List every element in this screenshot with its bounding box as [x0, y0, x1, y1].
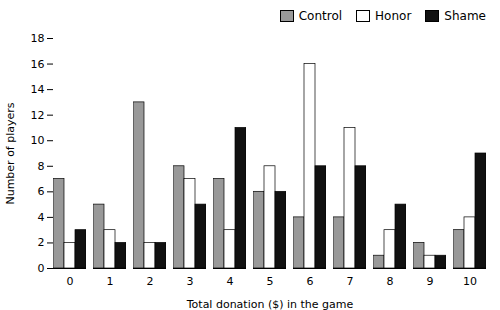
html-text:Honor: Honor: [375, 9, 412, 23]
svg-text:2: 2: [38, 236, 45, 249]
svg-text:8: 8: [387, 275, 394, 288]
svg-text:18: 18: [31, 32, 45, 45]
svg-text:16: 16: [31, 58, 45, 71]
svg-text:1: 1: [107, 275, 114, 288]
svg-text:14: 14: [31, 83, 45, 96]
svg-text:4: 4: [38, 211, 45, 224]
svg-text:5: 5: [267, 275, 274, 288]
svg-text:2: 2: [147, 275, 154, 288]
svg-text:7: 7: [347, 275, 354, 288]
svg-text:9: 9: [427, 275, 434, 288]
svg-text:10: 10: [463, 275, 477, 288]
svg-text:6: 6: [38, 185, 45, 198]
svg-text:3: 3: [187, 275, 194, 288]
html-text:Shame: Shame: [444, 9, 486, 23]
svg-text:0: 0: [38, 262, 45, 275]
svg-text:6: 6: [307, 275, 314, 288]
html-text:Control: Control: [298, 9, 343, 23]
svg-text:0: 0: [67, 275, 74, 288]
svg-text:Number of players: Number of players: [4, 102, 17, 204]
svg-text:12: 12: [31, 109, 45, 122]
svg-text:8: 8: [38, 160, 45, 173]
svg-text:10: 10: [31, 134, 45, 147]
svg-text:4: 4: [227, 275, 234, 288]
svg-text:Total donation ($) in the game: Total donation ($) in the game: [186, 298, 354, 310]
